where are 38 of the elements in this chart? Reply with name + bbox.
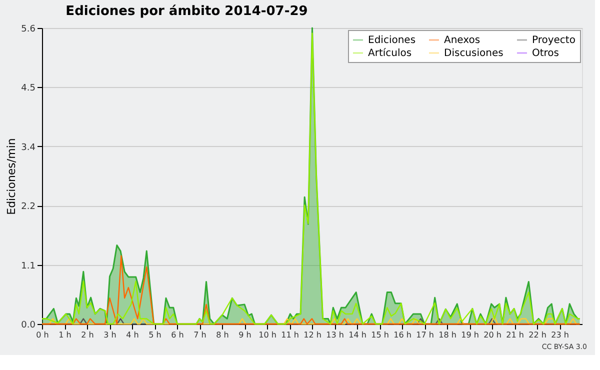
x-tick-label: 16 h <box>394 330 412 340</box>
x-tick-label: 20 h <box>484 330 502 340</box>
x-tick-label: 5 h <box>148 330 162 340</box>
legend-label: Artículos <box>368 48 412 59</box>
legend-label: Anexos <box>444 35 480 46</box>
x-tick-label: 13 h <box>326 330 344 340</box>
x-tick-label: 9 h <box>238 330 252 340</box>
x-tick-label: 1 h <box>58 330 72 340</box>
legend-label: Discusiones <box>444 48 504 59</box>
y-axis-title: Ediciones/min <box>5 138 18 215</box>
legend-label: Otros <box>532 48 560 59</box>
x-tick-label: 17 h <box>416 330 434 340</box>
legend-label: Ediciones <box>368 35 416 46</box>
y-tick-label: 2.2 <box>21 202 36 212</box>
chart-title: Ediciones por ámbito 2014-07-29 <box>66 4 308 19</box>
x-tick-label: 15 h <box>371 330 389 340</box>
x-tick-label: 2 h <box>81 330 94 340</box>
legend-label: Proyecto <box>532 35 576 46</box>
x-tick-label: 14 h <box>348 330 366 340</box>
y-tick-label: 0.0 <box>21 320 36 330</box>
x-tick-label: 22 h <box>528 330 546 340</box>
y-tick-label: 5.6 <box>21 24 36 34</box>
x-tick-label: 4 h <box>126 330 139 340</box>
y-tick-label: 3.4 <box>21 142 36 153</box>
x-tick-label: 3 h <box>104 330 116 340</box>
x-tick-label: 7 h <box>194 330 206 340</box>
x-tick-label: 6 h <box>171 330 184 340</box>
x-tick-label: 23 h <box>551 330 569 340</box>
x-tick-label: 12 h <box>304 330 322 340</box>
x-tick-label: 8 h <box>216 330 229 340</box>
x-tick-label: 21 h <box>506 330 524 340</box>
y-tick-label: 1.1 <box>21 261 36 272</box>
x-tick-label: 10 h <box>258 330 276 340</box>
x-tick-label: 19 h <box>461 330 479 340</box>
y-tick-label: 4.5 <box>21 84 36 94</box>
x-tick-label: 11 h <box>281 330 299 340</box>
x-tick-label: 0 h <box>36 330 49 340</box>
x-tick-label: 18 h <box>438 330 456 340</box>
